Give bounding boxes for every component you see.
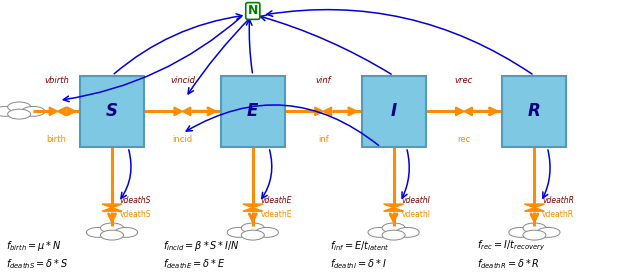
Text: vdeathE: vdeathE xyxy=(260,196,292,205)
Circle shape xyxy=(241,230,264,240)
Text: vrec: vrec xyxy=(455,76,473,85)
Polygon shape xyxy=(49,107,58,116)
Polygon shape xyxy=(524,204,545,208)
Circle shape xyxy=(86,227,109,237)
Text: $f_{incid} = \beta * S * I/N$: $f_{incid} = \beta * S * I/N$ xyxy=(163,239,240,253)
Polygon shape xyxy=(58,107,66,116)
Circle shape xyxy=(227,227,250,237)
Circle shape xyxy=(241,223,264,233)
Text: birth: birth xyxy=(46,135,67,144)
Polygon shape xyxy=(323,107,332,116)
Circle shape xyxy=(115,227,138,237)
Text: N: N xyxy=(248,4,258,18)
Text: E: E xyxy=(247,102,259,120)
Text: I: I xyxy=(390,102,397,120)
FancyBboxPatch shape xyxy=(80,76,144,147)
FancyBboxPatch shape xyxy=(502,76,566,147)
Text: $f_{inf} = E/t_{latent}$: $f_{inf} = E/t_{latent}$ xyxy=(330,239,389,253)
Polygon shape xyxy=(315,107,323,116)
Circle shape xyxy=(255,227,278,237)
Text: vdeathE: vdeathE xyxy=(260,210,292,219)
Polygon shape xyxy=(102,208,122,211)
Text: incid: incid xyxy=(172,135,193,144)
Circle shape xyxy=(523,230,546,240)
Polygon shape xyxy=(383,208,404,211)
Polygon shape xyxy=(102,204,122,208)
Polygon shape xyxy=(464,107,472,116)
Polygon shape xyxy=(456,107,464,116)
Text: vincid: vincid xyxy=(170,76,195,85)
Polygon shape xyxy=(383,204,404,208)
Text: vdeathS: vdeathS xyxy=(120,210,151,219)
Polygon shape xyxy=(243,204,263,208)
Circle shape xyxy=(523,223,546,233)
Circle shape xyxy=(8,102,31,112)
Text: $f_{deathS} = \delta * S$: $f_{deathS} = \delta * S$ xyxy=(6,257,68,271)
Text: vdeathS: vdeathS xyxy=(120,196,151,205)
Text: vdeathR: vdeathR xyxy=(542,210,574,219)
FancyBboxPatch shape xyxy=(362,76,426,147)
Text: $f_{deathR} = \delta * R$: $f_{deathR} = \delta * R$ xyxy=(477,257,540,271)
Polygon shape xyxy=(524,208,545,211)
Circle shape xyxy=(100,230,124,240)
Text: $f_{deathI} = \delta * I$: $f_{deathI} = \delta * I$ xyxy=(330,257,387,271)
Circle shape xyxy=(368,227,391,237)
Circle shape xyxy=(8,109,31,119)
Circle shape xyxy=(509,227,532,237)
Polygon shape xyxy=(243,208,263,211)
Text: $f_{deathE} = \delta * E$: $f_{deathE} = \delta * E$ xyxy=(163,257,226,271)
Text: R: R xyxy=(528,102,541,120)
Text: inf: inf xyxy=(318,135,328,144)
Polygon shape xyxy=(182,107,191,116)
FancyBboxPatch shape xyxy=(221,76,285,147)
Text: S: S xyxy=(106,102,118,120)
Text: vdeathI: vdeathI xyxy=(401,210,430,219)
Text: $f_{birth} = \mu * N$: $f_{birth} = \mu * N$ xyxy=(6,239,62,253)
Polygon shape xyxy=(174,107,182,116)
Circle shape xyxy=(396,227,419,237)
Text: vbirth: vbirth xyxy=(44,76,68,85)
Text: vdeathR: vdeathR xyxy=(542,196,574,205)
Text: vdeathI: vdeathI xyxy=(401,196,430,205)
Circle shape xyxy=(22,106,45,116)
Circle shape xyxy=(537,227,560,237)
Text: $f_{rec} = I/t_{recovery}$: $f_{rec} = I/t_{recovery}$ xyxy=(477,239,545,253)
Circle shape xyxy=(382,230,405,240)
Circle shape xyxy=(382,223,405,233)
Text: vinf: vinf xyxy=(316,76,331,85)
Circle shape xyxy=(100,223,124,233)
Text: rec: rec xyxy=(458,135,470,144)
Circle shape xyxy=(0,106,17,116)
